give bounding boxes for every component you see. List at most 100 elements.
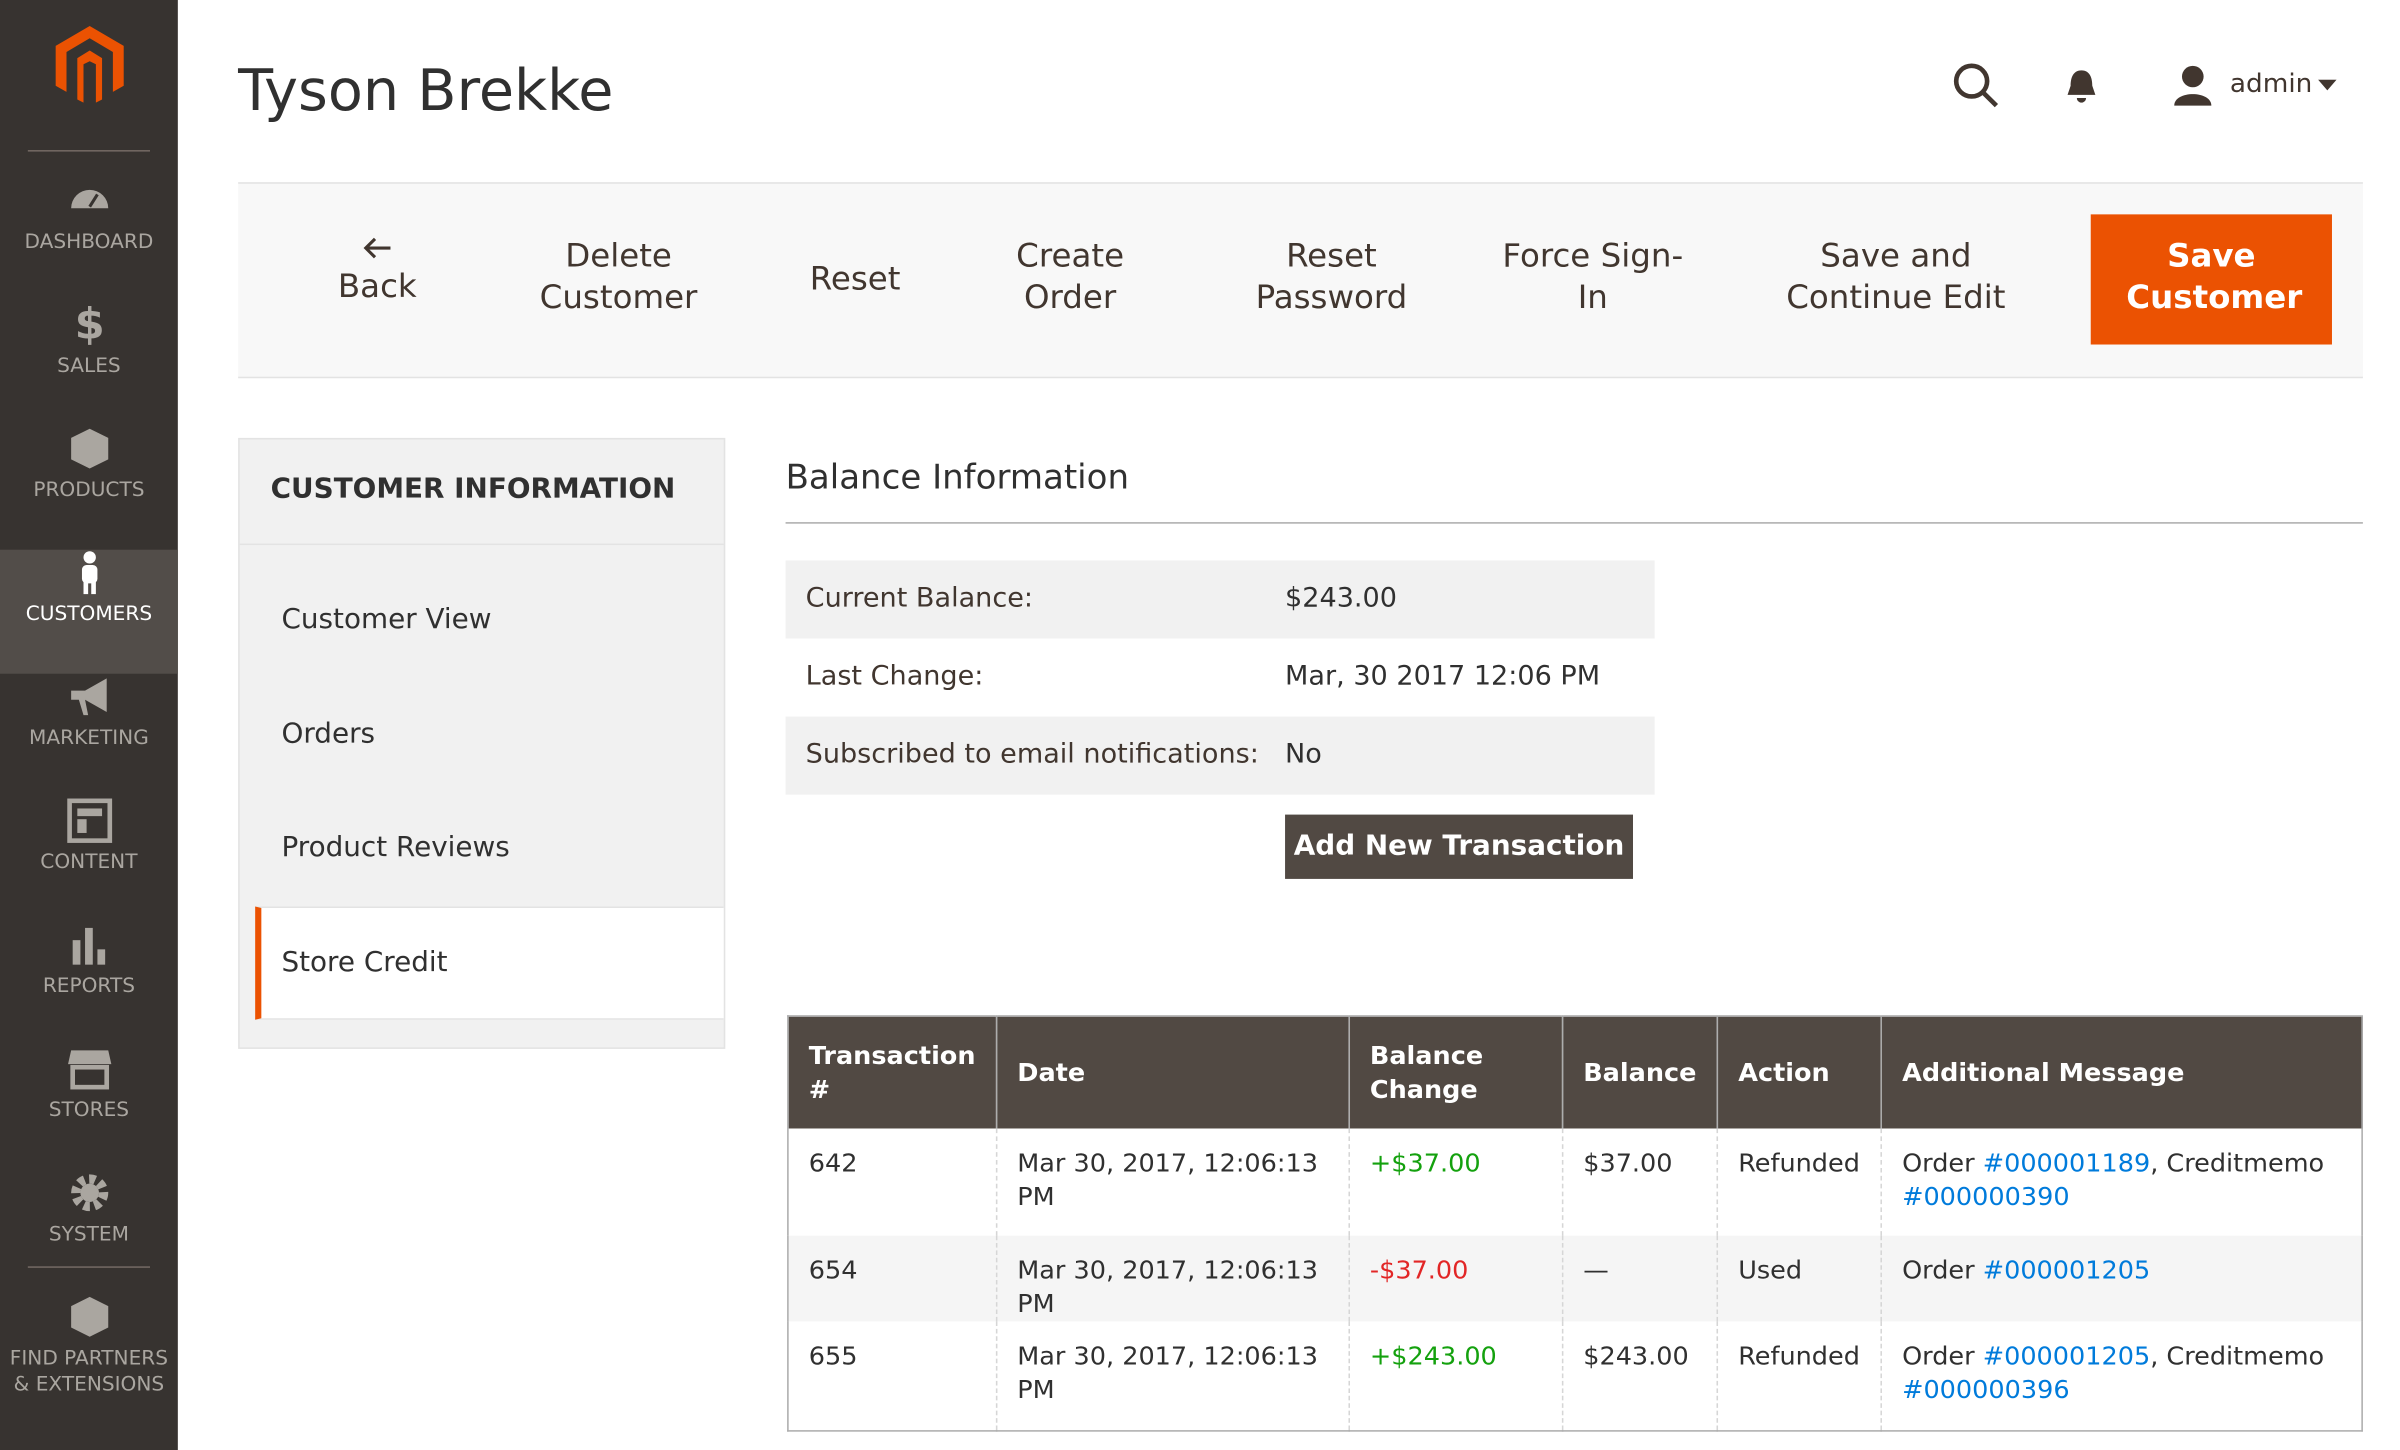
toolbar-button[interactable]: Delete Customer	[526, 236, 712, 319]
menu-icon	[66, 178, 112, 224]
menu-item[interactable]: CONTENT	[0, 798, 178, 922]
dropdown-arrow[interactable]	[2318, 80, 2337, 92]
user-name[interactable]: admin	[2230, 69, 2312, 100]
menu-item[interactable]: DASHBOARD	[0, 178, 178, 302]
menu-icon	[66, 674, 112, 720]
balance: $243.00	[1562, 1321, 1717, 1430]
table-row: 654Mar 30, 2017, 12:06:13 PM-$37.00—Used…	[788, 1236, 2362, 1322]
nav-item[interactable]: Orders	[281, 717, 375, 749]
menu-icon	[66, 798, 112, 844]
balance-value: $243.00	[1285, 583, 1397, 614]
menu-item[interactable]: STORES	[0, 1046, 178, 1170]
search-icon[interactable]	[1952, 61, 2001, 110]
menu-icon	[66, 550, 112, 596]
divider	[28, 150, 150, 152]
message: Order #000001205	[1881, 1236, 2362, 1322]
menu-icon	[66, 1294, 112, 1340]
message: Order #000001205, Creditmemo #000000396	[1881, 1321, 2362, 1430]
balance: $37.00	[1562, 1128, 1717, 1235]
message: Order #000001189, Creditmemo #000000390	[1881, 1128, 2362, 1235]
menu-item[interactable]: MARKETING	[0, 674, 178, 798]
user-icon[interactable]	[2171, 64, 2214, 107]
balance-label: Last Change:	[806, 661, 984, 692]
menu-label: DASHBOARD	[0, 230, 178, 256]
balance-label: Subscribed to email notifications:	[806, 740, 1259, 771]
balance-row: Subscribed to email notifications: No	[786, 717, 1655, 795]
save-customer-label[interactable]: Save Customer	[2126, 236, 2296, 319]
menu-icon	[66, 1046, 112, 1092]
column-header: Date	[996, 1016, 1349, 1129]
nav-item[interactable]: Product Reviews	[281, 831, 509, 863]
menu-item[interactable]: SYSTEM	[0, 1170, 178, 1294]
menu-label: SYSTEM	[0, 1222, 178, 1248]
balance-value: Mar, 30 2017 12:06 PM	[1285, 661, 1600, 692]
back-arrow	[362, 236, 393, 260]
order-label: Order	[1902, 1148, 1975, 1177]
transaction-id: 642	[788, 1128, 996, 1235]
order-label: Order	[1902, 1256, 1975, 1285]
menu-icon	[66, 1170, 112, 1216]
page-title: Tyson Brekke	[238, 58, 613, 124]
column-header: Balance Change	[1349, 1016, 1562, 1129]
memo-link[interactable]: #000000396	[1902, 1375, 2069, 1404]
date: Mar 30, 2017, 12:06:13 PM	[996, 1321, 1349, 1430]
menu-label: STORES	[0, 1098, 178, 1124]
memo-label: , Creditmemo	[2150, 1341, 2324, 1370]
toolbar-button[interactable]: Reset Password	[1239, 236, 1425, 319]
menu-label: CONTENT	[0, 850, 178, 876]
menu-item[interactable]: CUSTOMERS	[0, 550, 178, 674]
order-label: Order	[1902, 1341, 1975, 1370]
sidebar: DASHBOARD $ SALES PRODUCTSCUSTOMERS MARKETIN…	[0, 0, 178, 1450]
menu-item[interactable]: PRODUCTS	[0, 426, 178, 550]
menu-item[interactable]: FIND PARTNERS & EXTENSIONS	[0, 1294, 178, 1418]
section-title: Balance Information	[786, 459, 1129, 497]
column-header: Additional Message	[1881, 1016, 2362, 1129]
logo[interactable]	[53, 23, 127, 109]
order-link[interactable]: #000001205	[1983, 1341, 2150, 1370]
menu-label: SALES	[0, 354, 178, 380]
toolbar-button[interactable]: Reset	[762, 259, 948, 300]
menu-label: REPORTS	[0, 974, 178, 1000]
menu-icon: $	[66, 302, 112, 348]
divider	[240, 544, 724, 546]
balance-label: Current Balance:	[806, 583, 1033, 614]
balance-row: Last Change: Mar, 30 2017 12:06 PM	[786, 639, 1655, 717]
nav-title: CUSTOMER INFORMATION	[271, 473, 676, 505]
transaction-id: 654	[788, 1236, 996, 1322]
action: Refunded	[1717, 1128, 1881, 1235]
balance-value: No	[1285, 740, 1322, 771]
back-button[interactable]: Back	[338, 230, 417, 308]
memo-link[interactable]: #000000390	[1902, 1182, 2069, 1211]
back-label: Back	[338, 266, 417, 307]
menu-item[interactable]: $ SALES	[0, 302, 178, 426]
balance-change: -$37.00	[1349, 1236, 1562, 1322]
toolbar-button[interactable]: Create Order	[977, 236, 1163, 319]
menu-item[interactable]: REPORTS	[0, 922, 178, 1046]
column-header: Action	[1717, 1016, 1881, 1129]
divider	[786, 522, 2363, 524]
add-transaction-button[interactable]: Add New Transaction	[1285, 815, 1633, 879]
svg-text:$: $	[74, 302, 104, 348]
column-header: Balance	[1562, 1016, 1717, 1129]
menu-icon	[66, 426, 112, 472]
order-link[interactable]: #000001189	[1983, 1148, 2150, 1177]
notifications-icon[interactable]	[2063, 67, 2100, 107]
nav-item[interactable]: Store Credit	[281, 946, 447, 978]
date: Mar 30, 2017, 12:06:13 PM	[996, 1236, 1349, 1322]
action: Used	[1717, 1236, 1881, 1322]
toolbar-button[interactable]: Force Sign-In	[1500, 236, 1686, 319]
action: Refunded	[1717, 1321, 1881, 1430]
table-row: 655Mar 30, 2017, 12:06:13 PM+$243.00$243…	[788, 1321, 2362, 1430]
nav-item[interactable]: Customer View	[281, 603, 491, 635]
transactions-table: Transaction #DateBalance ChangeBalanceAc…	[787, 1015, 2363, 1431]
date: Mar 30, 2017, 12:06:13 PM	[996, 1128, 1349, 1235]
balance-change: +$243.00	[1349, 1321, 1562, 1430]
menu-label: MARKETING	[0, 726, 178, 752]
column-header: Transaction #	[788, 1016, 996, 1129]
toolbar-button[interactable]: Save and Continue Edit	[1764, 236, 2027, 319]
menu-label: FIND PARTNERS & EXTENSIONS	[0, 1346, 178, 1398]
order-link[interactable]: #000001205	[1983, 1256, 2150, 1285]
transaction-id: 655	[788, 1321, 996, 1430]
